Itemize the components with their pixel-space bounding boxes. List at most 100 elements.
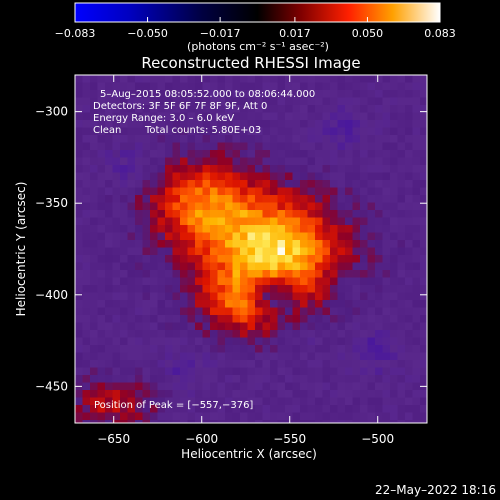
heatmap-cell xyxy=(285,240,293,248)
heatmap-cell xyxy=(420,127,427,136)
heatmap-cell xyxy=(75,247,83,256)
heatmap-cell xyxy=(150,97,158,106)
heatmap-cell xyxy=(292,390,301,398)
heatmap-cell xyxy=(120,112,128,121)
heatmap-cell xyxy=(270,255,278,263)
heatmap-cell xyxy=(382,195,391,203)
heatmap-cell xyxy=(360,172,368,181)
heatmap-cell xyxy=(75,75,83,83)
heatmap-cell xyxy=(142,165,151,173)
heatmap-cell xyxy=(382,337,391,346)
heatmap-cell xyxy=(217,322,226,331)
heatmap-cell xyxy=(210,172,218,181)
heatmap-cell xyxy=(330,82,338,91)
heatmap-cell xyxy=(307,210,316,218)
heatmap-cell xyxy=(262,307,271,316)
heatmap-cell xyxy=(240,150,248,158)
heatmap-cell xyxy=(412,157,421,166)
heatmap-cell xyxy=(337,240,346,248)
heatmap-cell xyxy=(82,262,91,271)
heatmap-cell xyxy=(367,285,376,293)
heatmap-cell xyxy=(165,345,173,353)
heatmap-cell xyxy=(150,390,158,398)
heatmap-cell xyxy=(135,90,143,98)
heatmap-cell xyxy=(285,97,293,106)
heatmap-cell xyxy=(202,150,211,158)
heatmap-cell xyxy=(240,180,248,188)
heatmap-cell xyxy=(135,420,143,423)
heatmap-cell xyxy=(232,247,241,256)
heatmap-cell xyxy=(367,142,376,151)
heatmap-cell xyxy=(360,97,368,106)
heatmap-cell xyxy=(285,232,293,241)
heatmap-cell xyxy=(300,360,308,368)
heatmap-cell xyxy=(202,202,211,211)
colorbar-tick-label: −0.050 xyxy=(127,27,168,40)
heatmap-cell xyxy=(172,90,181,98)
heatmap-cell xyxy=(240,105,248,113)
heatmap-cell xyxy=(112,292,121,301)
heatmap-cell xyxy=(165,157,173,166)
heatmap-cell xyxy=(270,270,278,278)
detectors-label: Detectors: 3F 5F 6F 7F 8F 9F, Att 0 xyxy=(93,101,267,112)
heatmap-cell xyxy=(172,397,181,406)
heatmap-cell xyxy=(360,105,368,113)
heatmap-cell xyxy=(172,202,181,211)
heatmap-cell xyxy=(187,345,196,353)
heatmap-cell xyxy=(75,337,83,346)
heatmap-cell xyxy=(255,270,263,278)
heatmap-cell xyxy=(240,405,248,413)
heatmap-cell xyxy=(262,300,271,308)
heatmap-cell xyxy=(277,210,286,218)
heatmap-cell xyxy=(300,330,308,338)
heatmap-cell xyxy=(142,292,151,301)
heatmap-cell xyxy=(292,247,301,256)
heatmap-cell xyxy=(97,270,106,278)
heatmap-cell xyxy=(255,420,263,423)
heatmap-cell xyxy=(375,360,383,368)
heatmap-cell xyxy=(405,285,413,293)
heatmap-cell xyxy=(292,337,301,346)
heatmap-cell xyxy=(412,270,421,278)
heatmap-cell xyxy=(165,315,173,323)
heatmap-cell xyxy=(127,75,136,83)
heatmap-cell xyxy=(120,202,128,211)
heatmap-cell xyxy=(150,292,158,301)
heatmap-cell xyxy=(352,352,361,361)
heatmap-cell xyxy=(240,82,248,91)
heatmap-cell xyxy=(352,307,361,316)
heatmap-cell xyxy=(127,135,136,143)
heatmap-cell xyxy=(337,412,346,421)
heatmap-cell xyxy=(180,225,188,233)
heatmap-cell xyxy=(180,195,188,203)
heatmap-cell xyxy=(360,405,368,413)
heatmap-cell xyxy=(255,187,263,196)
heatmap-cell xyxy=(345,187,353,196)
heatmap-cell xyxy=(127,412,136,421)
heatmap-cell xyxy=(202,217,211,226)
heatmap-cell xyxy=(367,330,376,338)
heatmap-cell xyxy=(405,412,413,421)
heatmap-cell xyxy=(292,217,301,226)
heatmap-cell xyxy=(307,75,316,83)
heatmap-cell xyxy=(150,277,158,286)
heatmap-cell xyxy=(405,135,413,143)
heatmap-cell xyxy=(270,232,278,241)
heatmap-cell xyxy=(105,247,113,256)
heatmap-cell xyxy=(180,330,188,338)
heatmap-cell xyxy=(90,397,98,406)
heatmap-cell xyxy=(90,165,98,173)
heatmap-cell xyxy=(202,75,211,83)
heatmap-cell xyxy=(142,232,151,241)
heatmap-cell xyxy=(420,277,427,286)
heatmap-cell xyxy=(382,127,391,136)
heatmap-cell xyxy=(247,262,256,271)
heatmap-cell xyxy=(210,142,218,151)
heatmap-cell xyxy=(292,397,301,406)
heatmap-cell xyxy=(390,105,398,113)
heatmap-cell xyxy=(382,105,391,113)
heatmap-cell xyxy=(390,375,398,383)
heatmap-cell xyxy=(90,330,98,338)
heatmap-cell xyxy=(112,202,121,211)
heatmap-cell xyxy=(270,277,278,286)
